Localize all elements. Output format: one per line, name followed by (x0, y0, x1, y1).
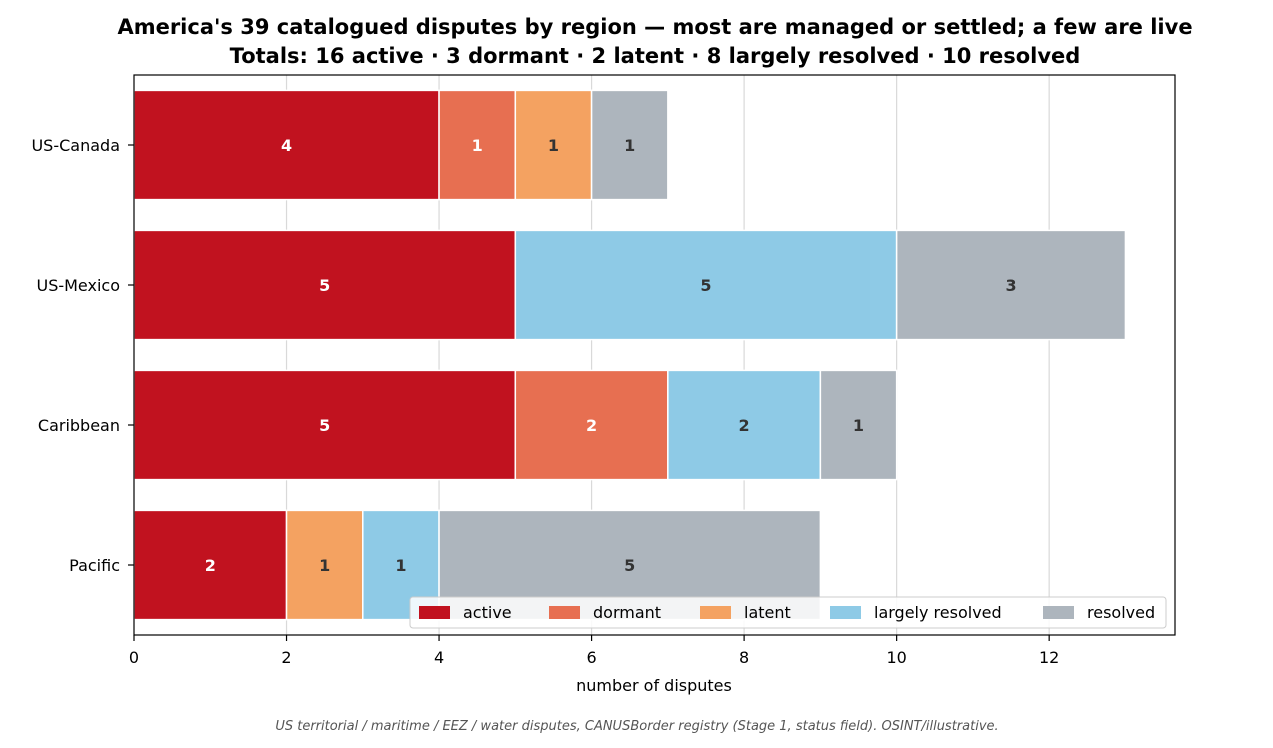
bar-pacific-latent (285, 509, 364, 621)
bar-label-us-canada-latent: 1 (548, 136, 559, 155)
x-tick-label-2: 2 (281, 648, 291, 667)
legend-label-resolved: resolved (1087, 603, 1155, 622)
legend-label-dormant: dormant (593, 603, 661, 622)
x-tick-label-12: 12 (1039, 648, 1059, 667)
x-tick-label-4: 4 (434, 648, 444, 667)
bar-caribbean-active (133, 369, 517, 481)
bar-label-us-mexico-largely-resolved: 5 (700, 276, 711, 295)
legend-swatch-active (419, 606, 450, 619)
bar-label-pacific-latent: 1 (319, 556, 330, 575)
legend-swatch-largely-resolved (830, 606, 861, 619)
legend-swatch-resolved (1043, 606, 1074, 619)
bar-us-canada-latent (514, 89, 593, 201)
plot-frame (133, 74, 1176, 636)
bar-label-pacific-resolved: 5 (624, 556, 635, 575)
bar-label-caribbean-active: 5 (319, 416, 330, 435)
x-tick-label-8: 8 (739, 648, 749, 667)
chart-subtitle: Totals: 16 active · 3 dormant · 2 latent… (230, 44, 1081, 68)
y-tick-label-pacific: Pacific (69, 556, 120, 575)
legend-box (409, 596, 1167, 629)
legend-swatch-dormant (549, 606, 580, 619)
bar-label-us-canada-active: 4 (281, 136, 292, 155)
x-axis-ticks: 0 2 4 6 8 10 12 (129, 635, 1059, 667)
legend-label-latent: latent (744, 603, 791, 622)
bar-label-us-canada-resolved: 1 (624, 136, 635, 155)
segment-labels: 4 1 1 1 5 5 3 5 2 2 1 2 1 1 5 (205, 136, 1017, 575)
bar-us-canada-resolved (590, 89, 669, 201)
bar-caribbean-resolved (819, 369, 898, 481)
chart-title: America's 39 catalogued disputes by regi… (117, 15, 1192, 39)
bar-label-pacific-largely-resolved: 1 (395, 556, 406, 575)
x-tick-label-0: 0 (129, 648, 139, 667)
bars (133, 89, 1127, 621)
y-tick-label-us-canada: US-Canada (31, 136, 120, 155)
plot-area: 4 1 1 15 5 35 2 2 12 1 1 5 0 2 4 6 8 10 12 US-CanadaUS-Me… (31, 74, 1176, 667)
bar-label-caribbean-resolved: 1 (853, 416, 864, 435)
bar-caribbean-dormant (514, 369, 669, 481)
bar-us-mexico-resolved (895, 229, 1127, 341)
bar-us-mexico-largely-resolved (514, 229, 898, 341)
bar-label-pacific-active: 2 (205, 556, 216, 575)
bar-label-caribbean-dormant: 2 (586, 416, 597, 435)
bar-label-us-mexico-active: 5 (319, 276, 330, 295)
legend-label-largely-resolved: largely resolved (874, 603, 1002, 622)
y-tick-label-us-mexico: US-Mexico (36, 276, 120, 295)
footnote: US territorial / maritime / EEZ / water … (275, 719, 998, 734)
legend-swatch-latent (700, 606, 731, 619)
bar-label-us-canada-dormant: 1 (472, 136, 483, 155)
y-tick-label-caribbean: Caribbean (38, 416, 120, 435)
legend: active dormant latent largely resolved resol… (409, 596, 1167, 629)
bar-label-caribbean-largely-resolved: 2 (739, 416, 750, 435)
x-tick-label-10: 10 (886, 648, 906, 667)
bar-caribbean-largely-resolved (667, 369, 822, 481)
bar-us-mexico-active (133, 229, 517, 341)
bar-label-us-mexico-resolved: 3 (1005, 276, 1016, 295)
y-axis-ticks: US-Canada US-Mexico Caribbean Pacific (31, 136, 134, 575)
bar-us-canada-dormant (438, 89, 517, 201)
x-axis-label: number of disputes (576, 676, 732, 695)
x-tick-label-6: 6 (586, 648, 596, 667)
legend-label-active: active (463, 603, 512, 622)
